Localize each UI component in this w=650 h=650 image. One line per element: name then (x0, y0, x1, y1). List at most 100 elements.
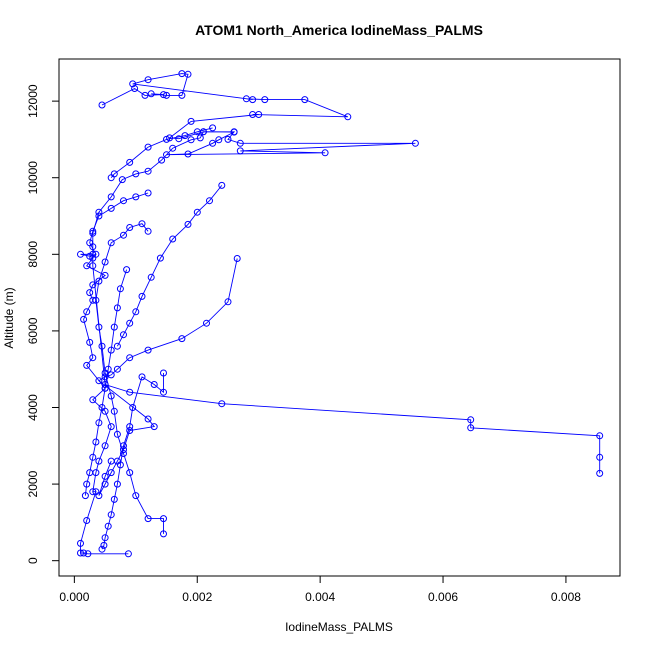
data-point (160, 530, 167, 538)
data-point (175, 135, 183, 143)
x-tick-label: 0.002 (182, 590, 212, 604)
data-point (95, 323, 103, 331)
data-point (163, 135, 170, 143)
data-point (95, 212, 103, 220)
data-point (169, 144, 177, 152)
data-point (144, 227, 152, 235)
data-point (163, 151, 170, 159)
data-point (209, 139, 217, 147)
data-point (107, 392, 115, 400)
data-point (218, 181, 226, 189)
data-point (147, 273, 155, 281)
data-point (123, 266, 131, 274)
data-point (107, 346, 115, 354)
data-point (86, 469, 94, 477)
data-point (218, 400, 226, 408)
data-point (89, 354, 97, 362)
data-point (215, 136, 223, 144)
data-point (81, 492, 89, 500)
plot-frame (58, 58, 621, 577)
data-point (129, 80, 137, 88)
series-2 (77, 189, 604, 477)
data-point (131, 85, 139, 92)
data-point (116, 285, 124, 293)
data-point (132, 170, 140, 178)
data-point (95, 377, 103, 385)
data-point (104, 365, 112, 373)
data-point (126, 224, 134, 231)
data-point (89, 396, 97, 404)
data-point (178, 335, 186, 343)
series-line (80, 192, 601, 474)
data-point (158, 156, 166, 164)
data-point (144, 143, 152, 151)
data-point (156, 254, 164, 262)
data-point (144, 76, 152, 84)
data-point (230, 128, 238, 136)
data-point (110, 407, 118, 415)
data-point (224, 135, 232, 143)
data-point (77, 539, 84, 547)
series-4 (92, 220, 167, 538)
data-point (596, 432, 604, 440)
data-point (110, 495, 118, 503)
data-point (77, 549, 84, 557)
data-point (209, 124, 217, 132)
data-point (196, 134, 204, 142)
data-point (101, 472, 109, 480)
data-point (411, 139, 419, 147)
data-point (86, 239, 94, 247)
data-point (86, 338, 94, 346)
data-point (144, 167, 152, 175)
series-7 (113, 181, 226, 350)
data-point (184, 220, 192, 228)
data-point (193, 128, 201, 136)
data-point (101, 534, 109, 542)
data-point (596, 453, 604, 461)
data-point (169, 235, 177, 243)
data-point (150, 381, 158, 388)
data-point (95, 419, 103, 427)
series-8 (107, 124, 217, 182)
data-point (178, 70, 186, 78)
data-point (120, 231, 127, 239)
data-point (104, 522, 112, 530)
x-tick-label: 0.004 (305, 590, 335, 604)
series-line (117, 185, 223, 347)
data-point (98, 342, 106, 350)
data-point (92, 250, 100, 258)
x-tick-label: 0.006 (428, 590, 458, 604)
data-point (301, 96, 309, 104)
y-tick-label: 10000 (26, 161, 40, 195)
data-point (110, 170, 118, 178)
data-point (184, 150, 192, 158)
data-point (467, 416, 475, 424)
data-point (206, 197, 213, 205)
series-5 (98, 369, 167, 553)
series-line (101, 373, 164, 550)
data-point (89, 262, 97, 270)
series-layer (77, 70, 604, 558)
data-point (118, 176, 126, 184)
data-point (126, 158, 134, 166)
data-point (187, 117, 195, 125)
y-tick-label: 6000 (26, 317, 40, 344)
data-point (187, 136, 195, 144)
data-point (160, 369, 167, 377)
y-tick-label: 4000 (26, 394, 40, 421)
series-1 (77, 70, 419, 558)
data-point (113, 480, 121, 488)
x-tick-label: 0.000 (59, 590, 89, 604)
y-tick-label: 2000 (26, 470, 40, 497)
data-point (113, 304, 121, 312)
data-point (107, 511, 115, 519)
series-line (95, 223, 164, 534)
data-point (126, 354, 134, 362)
data-point (132, 492, 140, 500)
data-point (101, 271, 109, 279)
series-line (98, 258, 238, 496)
data-point (261, 96, 269, 104)
data-point (120, 197, 127, 205)
data-point (80, 315, 88, 323)
